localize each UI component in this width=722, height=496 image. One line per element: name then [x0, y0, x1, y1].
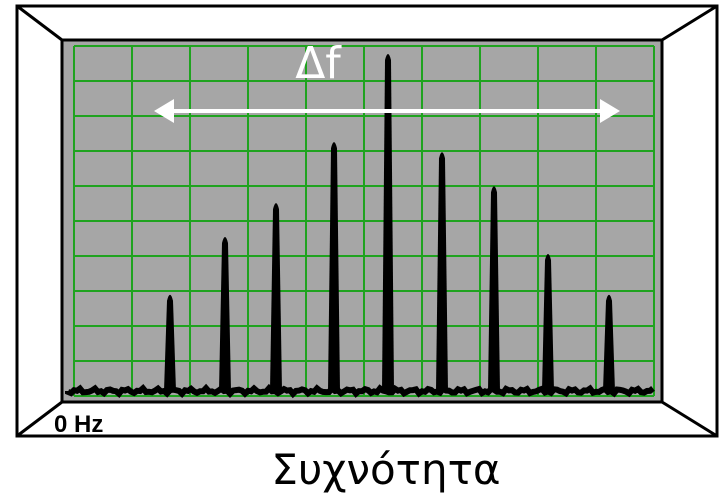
spectral-peak [603, 294, 615, 391]
spectral-peak [164, 294, 176, 391]
spectral-peak-center [382, 54, 394, 391]
screen-grid [73, 45, 655, 397]
trace-baseline [65, 383, 655, 399]
bevel-top-left [16, 4, 63, 42]
bevel-bottom-right [661, 400, 718, 438]
zero-hz-label: 0 Hz [54, 411, 103, 438]
frequency-axis-label: Συχνότητα [271, 445, 500, 494]
spectral-peak [219, 237, 231, 391]
bevel-top-right [661, 4, 718, 42]
delta-f-arrow [154, 99, 620, 123]
spectral-peak [328, 142, 340, 391]
spectral-peak [436, 152, 448, 391]
spectral-peak [488, 186, 500, 391]
spectral-peak [270, 203, 282, 391]
bevel-bottom-left [16, 400, 63, 438]
spectral-peak [542, 254, 554, 391]
spectrum-trace [65, 54, 655, 399]
delta-f-label: Δf [295, 38, 342, 89]
